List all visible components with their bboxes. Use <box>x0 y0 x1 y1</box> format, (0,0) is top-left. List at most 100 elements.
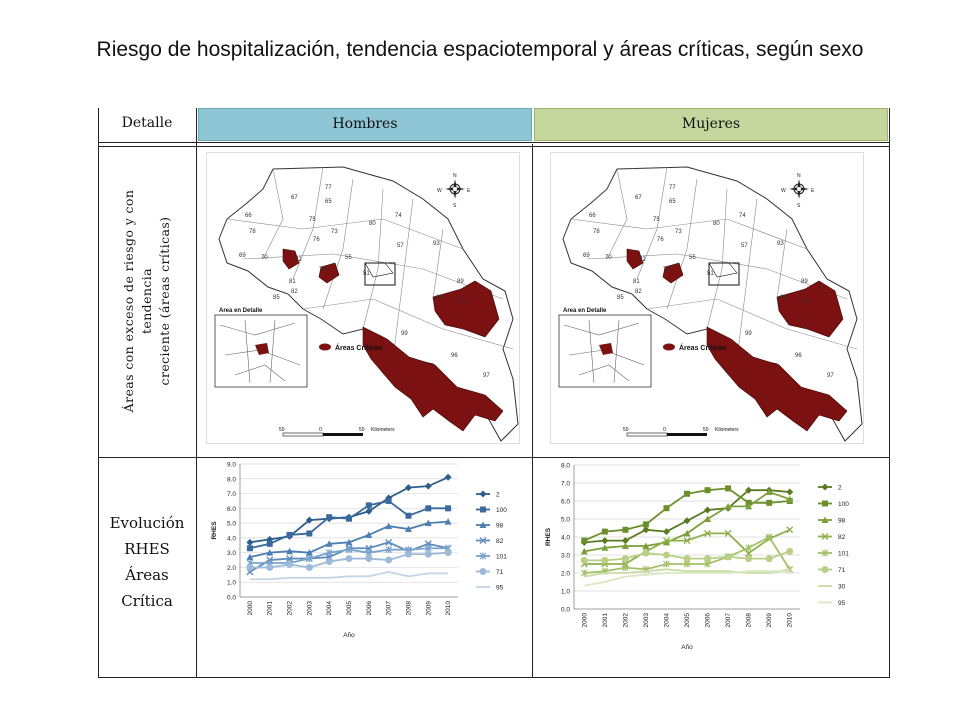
series-2 <box>246 473 452 546</box>
region-boundary <box>646 298 858 350</box>
region-boundary <box>636 166 668 280</box>
table-row-rule <box>98 457 890 458</box>
data-point <box>662 537 670 545</box>
scale-seg <box>667 433 707 436</box>
data-point <box>725 485 732 492</box>
data-point <box>325 558 333 566</box>
y-tick-label: 0.0 <box>561 607 570 614</box>
table-divider-2 <box>532 144 533 678</box>
x-axis-label: Año <box>343 632 355 639</box>
compass-label: N <box>453 173 457 179</box>
row-label-areas-criticas: Áreas con exceso de riesgo y con tendenc… <box>98 146 196 456</box>
data-point <box>642 549 650 557</box>
data-point <box>424 544 432 552</box>
region-number: 85 <box>617 295 624 301</box>
y-tick-label: 5.0 <box>227 521 236 528</box>
y-tick-label: 6.0 <box>227 506 236 513</box>
series-30 <box>584 568 790 578</box>
data-point <box>621 542 629 549</box>
series-101 <box>580 533 794 577</box>
data-point <box>642 526 650 534</box>
data-point <box>704 529 712 537</box>
inset-label: Area en Detalle <box>219 308 263 314</box>
data-point <box>246 553 254 561</box>
y-tick-label: 3.0 <box>227 550 236 557</box>
y-tick-label: 6.0 <box>561 499 570 506</box>
region-number: 99 <box>401 331 408 337</box>
region-number: 72 <box>295 257 302 263</box>
data-point <box>581 537 588 544</box>
data-point <box>286 531 293 538</box>
region-number: 78 <box>593 229 600 235</box>
data-point <box>246 538 254 546</box>
legend-marker <box>822 500 828 507</box>
region-number: 69 <box>239 253 246 259</box>
series-71 <box>580 547 794 564</box>
series-2 <box>580 486 794 546</box>
region-number: 75 <box>309 217 316 223</box>
data-point <box>444 549 452 557</box>
y-tick-label: 8.0 <box>561 463 570 470</box>
data-point <box>580 556 588 564</box>
data-point <box>365 507 373 515</box>
region-number: 99 <box>745 331 752 337</box>
series-98 <box>246 518 452 561</box>
data-point <box>745 486 753 494</box>
scale-label: 50 <box>359 427 365 433</box>
chart-hombres: 0.0 1.0 2.0 3.0 4.0 5.0 6.0 7.0 8.0 9.0 2000 2001 20… <box>210 460 528 648</box>
data-point <box>601 537 609 545</box>
region-number: 76 <box>657 237 664 243</box>
legend-entry: 95 <box>496 585 504 592</box>
data-point <box>424 482 432 490</box>
x-tick-label: 2003 <box>306 601 313 616</box>
region-number: 82 <box>635 289 642 295</box>
data-point <box>345 538 353 546</box>
compass-label: E <box>467 188 471 194</box>
region-boundary <box>226 218 464 250</box>
legend-entry: 101 <box>838 551 849 558</box>
x-tick-label: 2004 <box>663 613 670 628</box>
data-point <box>766 499 773 506</box>
series-98 <box>580 488 794 555</box>
legend-entry: 95 <box>838 600 846 607</box>
data-point <box>786 547 794 555</box>
region-number: 73 <box>675 229 682 235</box>
data-point <box>663 560 670 568</box>
x-tick-label: 2007 <box>386 601 393 616</box>
data-point <box>662 551 670 559</box>
legend-marker <box>821 549 829 557</box>
region-number: 69 <box>583 253 590 259</box>
y-tick-label: 7.0 <box>227 491 236 498</box>
region-number: 74 <box>739 213 746 219</box>
data-point <box>425 505 432 512</box>
y-tick-label: 5.0 <box>561 517 570 524</box>
series-100 <box>581 485 793 544</box>
region-boundary <box>322 178 354 310</box>
region-boundary <box>666 178 698 310</box>
region-number: 70 <box>605 255 612 261</box>
y-tick-label: 2.0 <box>561 571 570 578</box>
data-point <box>704 487 711 494</box>
map-group: 77 67 65 66 75 73 78 76 69 70 72 79 81 85 80 55 51 74 93 57… <box>214 166 519 442</box>
map-mujeres-svg: 77 67 65 66 75 73 78 76 69 70 72 79 81 85 80 55 51 74 93 57… <box>558 166 863 442</box>
y-tick-label: 8.0 <box>227 476 236 483</box>
data-point <box>622 526 629 533</box>
series-line <box>249 570 449 581</box>
region-number: 81 <box>633 279 640 285</box>
x-axis-label: Año <box>681 644 693 651</box>
compass-label: W <box>781 188 786 194</box>
data-point <box>444 518 452 525</box>
inset-label: Area en Detalle <box>563 308 607 314</box>
legend-marker <box>821 516 829 523</box>
data-point <box>266 549 274 556</box>
legend-label: Áreas Críticas <box>335 343 382 352</box>
compass-label: W <box>437 188 442 194</box>
region-number: 96 <box>451 353 458 359</box>
region-boundary <box>736 198 758 360</box>
region-number: 55 <box>689 255 696 261</box>
legend-marker <box>480 506 486 513</box>
critical-area <box>776 280 844 338</box>
data-point <box>621 537 629 545</box>
data-point <box>385 522 393 530</box>
region-number: 91 <box>803 299 810 305</box>
